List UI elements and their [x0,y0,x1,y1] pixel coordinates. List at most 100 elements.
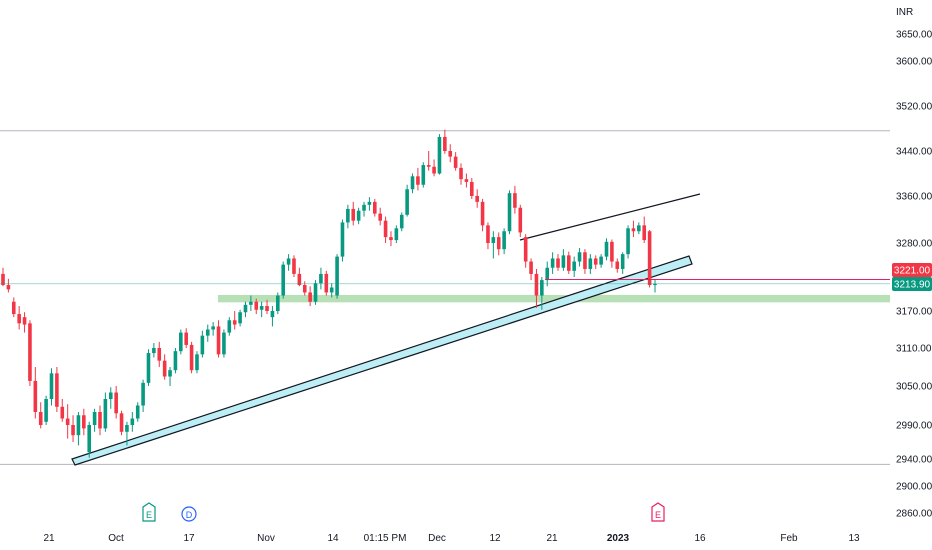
candle [340,219,345,262]
candle-body [211,326,215,330]
candle-body [394,228,399,241]
candle [152,343,156,358]
candle [254,298,259,315]
candle-body [276,295,280,311]
candle-body [162,360,167,377]
price-label-text: 3213.90 [894,280,931,291]
candle-body [281,264,285,296]
candle-body [405,189,409,215]
candle-body [351,208,356,221]
x-tick-label: 13 [848,533,860,544]
candle-body [22,317,27,325]
candle [162,354,167,380]
candle-body [1,273,5,286]
candle-body [416,176,420,185]
candle-body [324,273,329,293]
candle [399,212,404,232]
candle-body [249,301,253,305]
candle-body [76,415,81,436]
candle-body [270,311,275,318]
candle-body [108,392,113,399]
candle [356,207,361,225]
candle-body [469,181,474,196]
candle [383,216,388,243]
candle [486,222,490,250]
price-label-text: 3221.00 [894,266,931,277]
candle [49,368,54,406]
candle-body [335,256,339,296]
candle [28,320,32,386]
candle [1,267,5,287]
candle-body [637,225,641,232]
candle-body [550,258,555,268]
candle [615,258,620,273]
candle [432,159,436,177]
candle [545,261,550,287]
candle-body [6,285,11,290]
price-label-bg [892,277,932,291]
x-tick-label: 16 [694,533,706,544]
candle [135,402,140,422]
candle-body [11,301,16,315]
candle [620,252,625,274]
candle [459,163,463,185]
candle-body [71,425,75,436]
candle [626,225,630,259]
y-tick-label: 3170.00 [896,307,932,318]
candle [647,230,652,288]
candle-body [534,273,539,296]
candle-body [464,179,469,182]
y-tick-label: 3520.00 [896,102,932,113]
candle-body [319,273,323,284]
candle-body [540,280,544,296]
y-tick-label: 3050.00 [896,382,932,393]
candle [292,255,296,277]
candle-body [572,261,576,271]
candle-body [583,252,587,269]
candle [60,399,65,422]
candle [637,222,641,235]
candle-body [33,380,38,412]
candle-body [152,348,156,354]
event-marker: E [651,502,665,522]
candle [33,367,38,419]
candle-body [604,241,609,257]
candle-body [173,351,178,371]
y-tick-label: 3650.00 [896,30,932,41]
candle-body [184,332,189,345]
candle [205,324,210,342]
candle-body [195,354,199,371]
candle [475,189,479,208]
candle-body [189,344,194,371]
candle-body [125,425,129,432]
candle-body [119,413,124,432]
candle [540,277,544,310]
candle [491,231,496,259]
candle-body [146,353,151,383]
candle [631,220,636,238]
candle [599,254,603,268]
y-tick-label: 3280.00 [896,239,932,250]
candle [98,405,102,436]
candle [17,306,21,330]
candle [195,351,199,374]
candle-body [491,237,496,243]
candle [200,330,205,358]
candle [324,270,329,296]
candle [351,201,356,226]
candle [76,412,81,446]
candle [82,408,86,436]
candle [308,286,312,307]
candle-body [437,136,442,174]
candle-body [243,304,248,313]
candle [297,267,302,287]
event-marker-label: E [146,510,152,520]
candle [610,239,614,268]
candle [173,348,178,374]
candle [653,278,657,293]
candle [448,144,453,163]
candle-body [49,373,54,399]
candle [507,190,512,235]
